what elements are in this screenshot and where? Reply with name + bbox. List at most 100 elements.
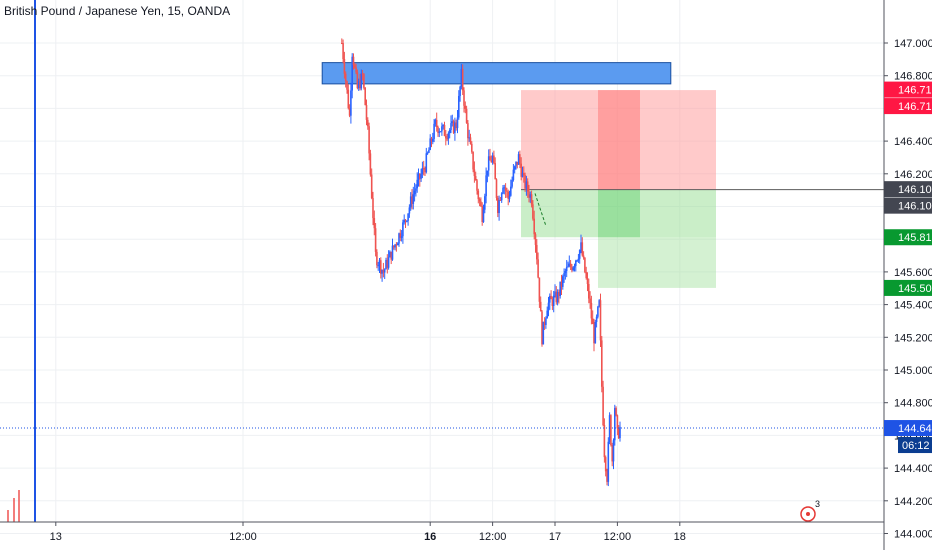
candle-body xyxy=(393,245,395,248)
candle-body xyxy=(417,173,420,180)
candle-body xyxy=(357,81,360,89)
candle-body xyxy=(552,295,555,306)
take-profit-zone-1[interactable] xyxy=(521,189,716,238)
candle-body xyxy=(350,90,352,116)
candle-body xyxy=(367,119,369,127)
entry-price-badge-a: 146.103 xyxy=(898,184,932,196)
candle-body xyxy=(385,259,387,270)
candle-body xyxy=(446,138,448,140)
candle-body xyxy=(494,163,496,180)
resistance-zone[interactable] xyxy=(321,62,672,85)
candle-body xyxy=(441,126,443,132)
candle-body xyxy=(478,199,481,202)
candle-body xyxy=(569,263,572,267)
candle-body xyxy=(380,260,382,274)
candle-body xyxy=(407,213,409,221)
candle-body xyxy=(396,243,399,246)
price-tick-label: 145.000 xyxy=(894,365,932,377)
candle-body xyxy=(484,196,486,210)
entry-price-badge-b: 146.103 xyxy=(898,201,932,213)
candle-body xyxy=(490,160,493,163)
candle-body xyxy=(559,281,561,297)
candle-body xyxy=(539,301,542,312)
candle-body xyxy=(419,173,421,179)
candle-body xyxy=(394,244,396,248)
candle-body xyxy=(434,119,437,124)
candle-body xyxy=(504,187,507,191)
candle-body xyxy=(567,266,569,268)
candle-body xyxy=(341,43,343,44)
candle-body xyxy=(616,415,619,429)
last-price-badge: 144.645 xyxy=(898,423,932,435)
candle-body xyxy=(376,251,378,266)
time-tick-label: 12:00 xyxy=(479,531,507,543)
candle-body xyxy=(432,138,434,142)
price-tick-label: 144.200 xyxy=(894,496,932,508)
candle-body xyxy=(403,219,405,223)
candle-body xyxy=(467,123,469,139)
candle-body xyxy=(448,129,451,134)
candle-body xyxy=(452,121,455,133)
candle-body xyxy=(513,166,516,170)
stop-loss-zone[interactable] xyxy=(521,90,716,190)
candle-body xyxy=(593,324,595,344)
candle-body xyxy=(521,172,524,177)
candle-body xyxy=(461,68,464,91)
candle-body xyxy=(356,72,359,89)
candle-body xyxy=(381,270,383,274)
candle-body xyxy=(411,196,413,204)
candle-body xyxy=(351,56,353,91)
price-tick-label: 146.800 xyxy=(894,71,932,83)
alert-icon[interactable] xyxy=(800,506,816,522)
target1-price-badge-bg xyxy=(884,229,932,246)
risk-highlight xyxy=(598,90,640,190)
candle-body xyxy=(480,201,482,207)
candle-body xyxy=(412,194,415,204)
candle-body xyxy=(568,263,571,267)
candle-body xyxy=(498,199,500,214)
symbol-title: British Pound / Japanese Yen, 15, OANDA xyxy=(4,4,231,18)
time-tick-label: 16 xyxy=(424,531,436,543)
candle-body xyxy=(493,155,495,164)
countdown-badge-bg xyxy=(898,437,932,454)
candle-body xyxy=(424,169,426,173)
candle-body xyxy=(510,186,512,196)
time-tick-label: 18 xyxy=(674,531,686,543)
candle-body xyxy=(413,190,416,195)
candle-body xyxy=(438,131,441,133)
candle-body xyxy=(581,242,584,256)
candle-body xyxy=(352,56,355,66)
candle-body xyxy=(575,260,577,266)
candle-body xyxy=(615,408,617,416)
candle-body xyxy=(546,310,548,319)
candle-body xyxy=(562,276,564,287)
candle-body xyxy=(442,124,444,127)
candle-body xyxy=(602,386,604,426)
candle-body xyxy=(543,321,546,325)
candle-body xyxy=(433,123,435,139)
candle-body xyxy=(458,95,460,118)
price-tick-label: 147.000 xyxy=(894,38,932,50)
candle-body xyxy=(598,300,600,307)
candle-body xyxy=(447,133,450,139)
take-profit-zone-2[interactable] xyxy=(598,237,716,288)
candle-body xyxy=(614,408,616,441)
candle-body xyxy=(425,153,428,173)
candle-body xyxy=(529,194,532,198)
candle-body xyxy=(473,169,476,177)
price-tick-label: 146.200 xyxy=(894,169,932,181)
candle-body xyxy=(359,81,361,89)
candle-body xyxy=(499,199,502,201)
time-tick-label: 12:00 xyxy=(604,531,632,543)
candle-body xyxy=(400,236,403,238)
candle-body xyxy=(549,295,551,303)
drawings[interactable] xyxy=(321,62,884,288)
candle-body xyxy=(585,272,587,279)
candle-body xyxy=(354,65,356,68)
reward-highlight xyxy=(598,189,640,238)
candle-body xyxy=(369,153,372,175)
price-tick-label: 145.400 xyxy=(894,300,932,312)
candle-body xyxy=(586,278,589,285)
